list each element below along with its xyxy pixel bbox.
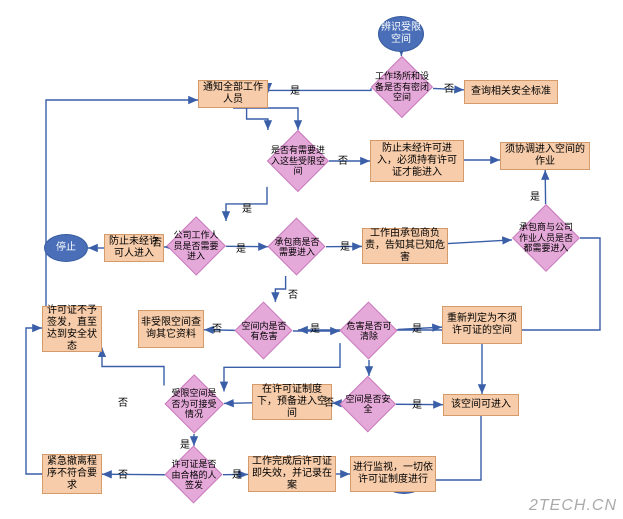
edge-label: 否 xyxy=(288,286,298,301)
edge-label: 是 xyxy=(236,240,246,255)
node-p_monitor: 进行监视，一切依许可证制度进行 xyxy=(350,456,436,492)
node-p_consult: 查询相关安全标准 xyxy=(464,80,558,104)
edge-label: 否 xyxy=(212,320,222,335)
edge-label: 是 xyxy=(232,466,242,481)
node-d_safe: 空间是否安全 xyxy=(340,376,396,432)
node-p_coord: 须协调进入空间的作业 xyxy=(500,142,590,170)
node-p_prep: 在许可证制度下，预备进入空间 xyxy=(252,384,332,420)
edge-label: 是 xyxy=(340,238,350,253)
node-d_contractor: 承包商是否需要进入 xyxy=(268,218,326,276)
node-d_accept: 受限空间是否为可接受情况 xyxy=(164,374,224,434)
node-p_nopermit: 防止未经许可进入，必须持有许可证才能进入 xyxy=(370,140,464,182)
edge-label: 是 xyxy=(290,82,300,97)
node-p_enterok: 该空间可进入 xyxy=(443,394,519,416)
edge-label: 是 xyxy=(412,396,422,411)
node-p_cancel: 工作完成后许可证即失效，并记录在案 xyxy=(248,456,336,492)
node-stop: 停止 xyxy=(44,234,88,262)
node-d_hazard: 空间内是否有危害 xyxy=(235,302,293,360)
edge-label: 是 xyxy=(412,320,422,335)
node-p_other: 非受限空间查询其它资料 xyxy=(138,310,204,348)
node-start: 辨识受限空间 xyxy=(378,16,424,52)
node-d_removed: 危害是否可清除 xyxy=(340,302,398,360)
node-p_contresp: 工作由承包商负责，告知其已知危害 xyxy=(362,228,448,264)
node-p_notify: 通知全部工作人员 xyxy=(198,80,268,108)
node-d_both: 承包商与公司作业人员是否都需要进入 xyxy=(512,204,580,272)
edge-label: 是 xyxy=(242,200,252,215)
node-p_reclass: 重新判定为不须许可证的空间 xyxy=(442,306,522,344)
watermark: 2TECH.CN xyxy=(529,497,617,515)
node-p_notpermit: 许可证不予签发，直至达到安全状态 xyxy=(42,306,102,352)
node-d_workplace: 工作场所和设备是否有密闭空间 xyxy=(371,56,433,118)
edge-label: 否 xyxy=(324,394,334,409)
node-d_need_enter: 是否有需要进入这些受限空间 xyxy=(267,130,329,192)
node-d_company: 公司工作人员是否需要进入 xyxy=(166,216,226,276)
edge-label: 否 xyxy=(118,394,128,409)
edge-label: 是 xyxy=(530,188,540,203)
edge-label: 否 xyxy=(444,80,454,95)
edge-label: 否 xyxy=(152,234,162,249)
node-d_permit_ok: 许可证是否由合格的人签发 xyxy=(165,446,223,504)
node-p_emerg: 紧急撤离程序不符合要求 xyxy=(42,454,102,494)
edge-label: 是 xyxy=(310,320,320,335)
edge-label: 否 xyxy=(118,466,128,481)
edge-label: 否 xyxy=(338,152,348,167)
